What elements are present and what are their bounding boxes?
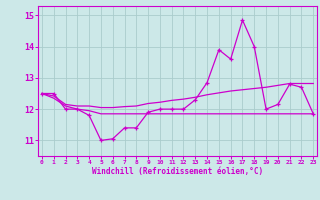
X-axis label: Windchill (Refroidissement éolien,°C): Windchill (Refroidissement éolien,°C) xyxy=(92,167,263,176)
